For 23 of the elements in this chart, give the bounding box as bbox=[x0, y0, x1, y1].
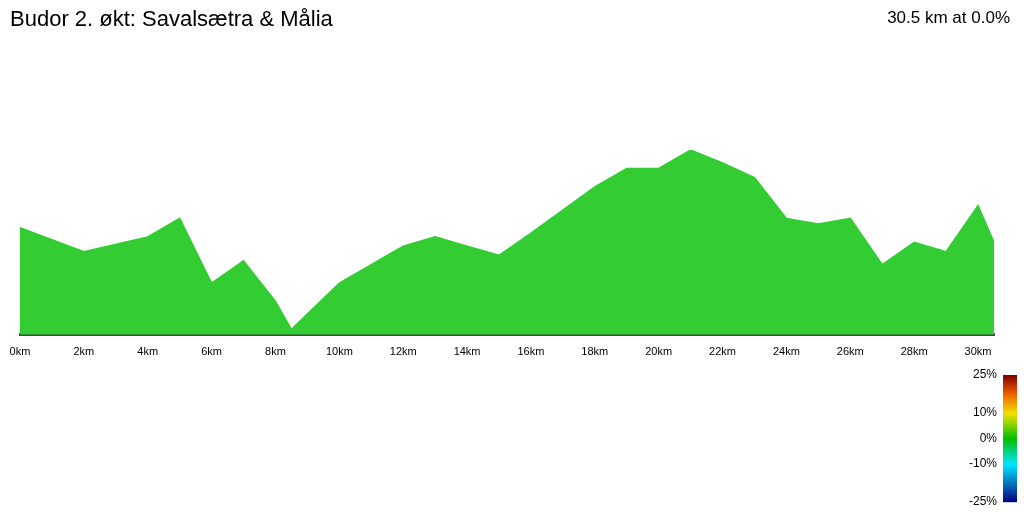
x-tick-label: 16km bbox=[517, 345, 545, 358]
chart-subtitle: 30.5 km at 0.0% bbox=[887, 8, 1010, 28]
x-tick-label: 26km bbox=[836, 345, 864, 358]
color-bar-label: 0% bbox=[979, 430, 998, 445]
x-tick-label: 28km bbox=[900, 345, 928, 358]
x-tick-label: 20km bbox=[645, 345, 673, 358]
x-tick-label: 14km bbox=[453, 345, 481, 358]
x-tick-label: 8km bbox=[265, 345, 286, 358]
x-tick-label: 22km bbox=[709, 345, 737, 358]
color-bar-label: -10% bbox=[968, 456, 998, 471]
color-bar-label: -25% bbox=[968, 494, 998, 509]
chart-title: Budor 2. økt: Savalsætra & Målia bbox=[10, 6, 333, 32]
color-bar-label: 10% bbox=[972, 405, 998, 420]
color-bar-label: 25% bbox=[972, 367, 998, 382]
x-tick-label: 30km bbox=[964, 345, 992, 358]
x-tick-label: 12km bbox=[389, 345, 417, 358]
x-tick-label: 2km bbox=[73, 345, 95, 358]
x-tick-label: 4km bbox=[137, 345, 159, 358]
x-tick-label: 0km bbox=[9, 345, 31, 358]
x-tick-label: 6km bbox=[201, 345, 222, 358]
x-tick-label: 18km bbox=[581, 345, 609, 358]
x-tick-label: 10km bbox=[325, 345, 353, 358]
x-tick-label: 24km bbox=[772, 345, 800, 358]
